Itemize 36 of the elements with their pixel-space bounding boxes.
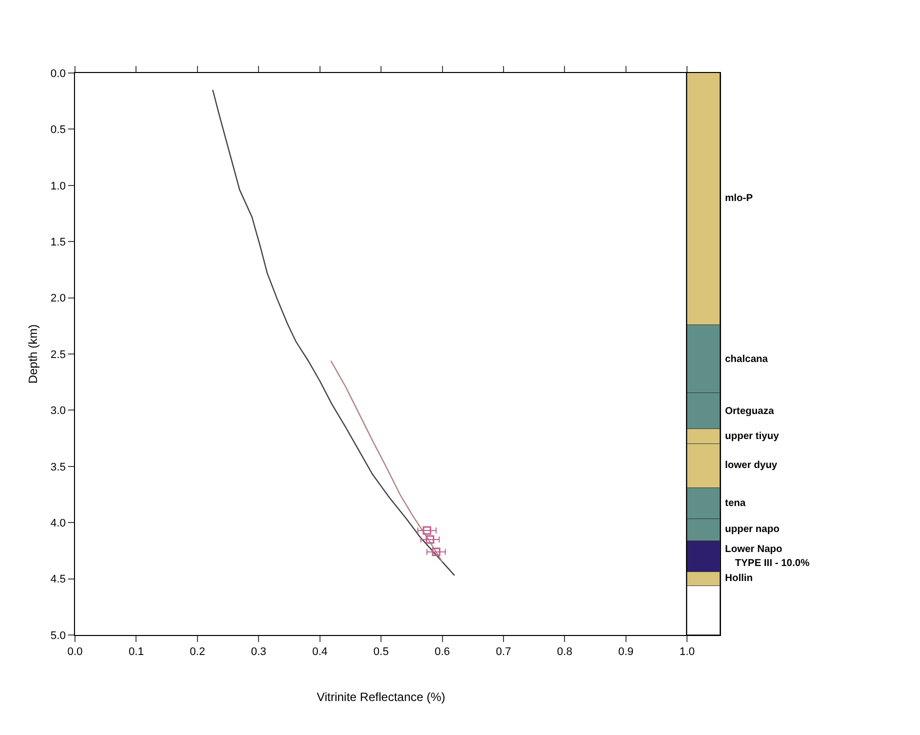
x-tick-label: 0.8 <box>557 646 572 658</box>
series-label: upper tiyuy <box>725 431 780 442</box>
x-tick-label: 0.0 <box>67 646 83 658</box>
y-tick-label: 0.5 <box>50 124 66 136</box>
text: TYPE III - 10.0% <box>735 558 810 569</box>
x-tick-label: 0.2 <box>190 646 206 658</box>
y-tick-label: 1.5 <box>50 236 66 248</box>
x-tick-label: 1.0 <box>679 646 695 658</box>
x-tick-label: 0.7 <box>496 646 512 658</box>
y-axis-title: Depth (km) <box>26 324 40 384</box>
series-label: Lower Napo <box>725 544 782 555</box>
x-tick-label: 0.5 <box>373 646 389 658</box>
x-tick-label: 0.9 <box>618 646 634 658</box>
series-label: upper napo <box>725 524 780 535</box>
x-tick-label: 0.6 <box>434 646 450 658</box>
line-series <box>212 89 456 576</box>
y-tick-label: 3.5 <box>50 461 66 474</box>
line-series <box>330 360 443 563</box>
series-label: lower dyuy <box>725 460 778 471</box>
series-label: Hollin <box>725 573 753 584</box>
y-tick-label: 3.0 <box>50 405 66 418</box>
y-tick-label: 4.0 <box>50 517 66 530</box>
y-tick-label: 0.0 <box>50 68 66 80</box>
y-tick-label: 2.0 <box>50 292 66 305</box>
y-tick-label: 2.5 <box>50 348 66 361</box>
y-tick-label: 5.0 <box>50 630 66 642</box>
x-tick-label: 0.3 <box>250 646 266 658</box>
series-label: chalcana <box>725 354 768 365</box>
x-tick-label: 0.1 <box>128 646 144 658</box>
y-tick-label: 4.5 <box>50 574 66 586</box>
x-tick-label: 0.4 <box>312 646 328 658</box>
series-label: Orteguaza <box>725 406 774 417</box>
x-axis-title: Vitrinite Reflectance (%) <box>316 690 446 704</box>
series-label: mlo-P <box>725 193 754 204</box>
y-tick-label: 1.0 <box>50 180 66 192</box>
series-label: tena <box>725 498 746 509</box>
